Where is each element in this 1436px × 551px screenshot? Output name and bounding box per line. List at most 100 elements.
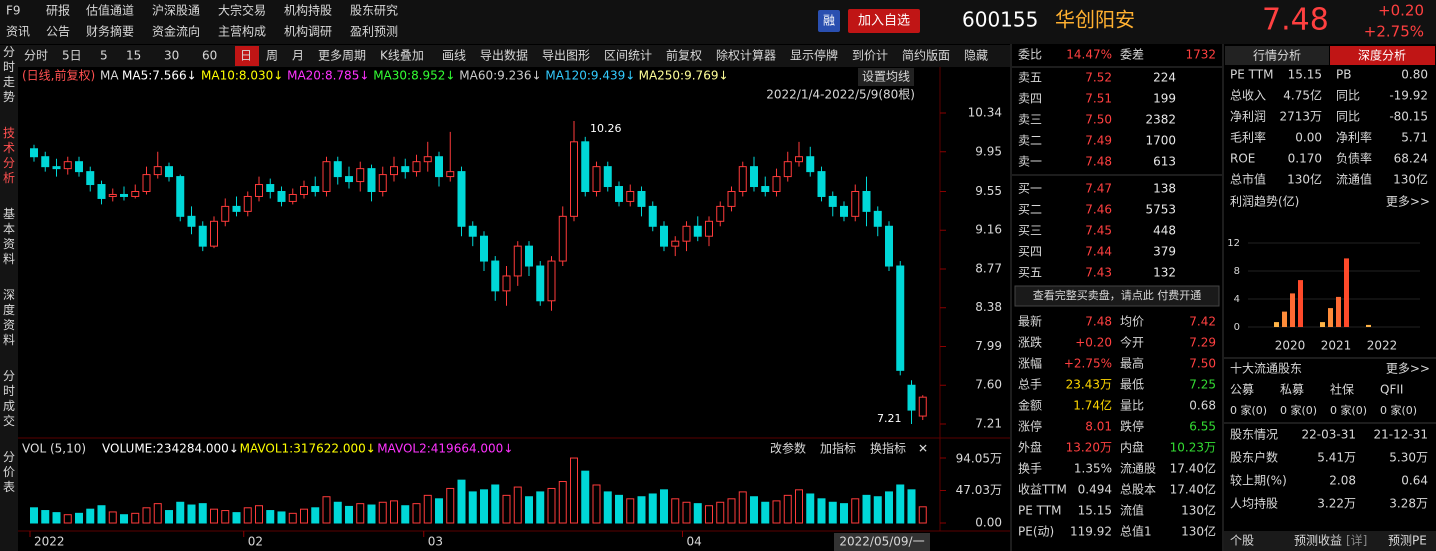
toolbar-item[interactable]: 前复权: [666, 48, 702, 63]
volume-button[interactable]: 加指标: [820, 441, 856, 456]
menu-item[interactable]: 估值通道: [86, 3, 134, 18]
ma-legend: MA10:8.030↓: [201, 69, 283, 83]
volume-bar: [603, 491, 612, 524]
toolbar-item[interactable]: 导出图形: [542, 49, 590, 63]
menu-item[interactable]: 大宗交易: [218, 3, 266, 18]
tab[interactable]: [1225, 46, 1329, 65]
toolbar-item[interactable]: 更多周期: [318, 49, 366, 63]
candle-body: [660, 225, 668, 247]
toolbar-item[interactable]: 5: [100, 49, 108, 63]
quote-label: 今开: [1120, 335, 1144, 350]
toolbar-item[interactable]: 30: [164, 49, 179, 63]
menu-item[interactable]: F9: [6, 4, 21, 18]
candle-body: [862, 190, 871, 212]
side-tab[interactable]: 分价表: [3, 450, 15, 494]
toolbar-item[interactable]: 5日: [62, 49, 82, 63]
side-tab[interactable]: 深度资料: [3, 288, 15, 347]
candle-body: [108, 193, 117, 197]
volume-button[interactable]: 换指标: [870, 441, 906, 456]
tab-label[interactable]: 行情分析: [1253, 49, 1301, 63]
fund-value: 0.80: [1401, 68, 1428, 82]
y-tick-label: 7.21: [975, 417, 1002, 431]
menu-item[interactable]: 股东研究: [350, 3, 398, 18]
add-watchlist-text[interactable]: 加入自选: [858, 14, 910, 29]
stock-price: 7.48: [1262, 3, 1329, 38]
side-tab[interactable]: 技术分析: [3, 126, 15, 185]
close-button[interactable]: ✕: [918, 442, 928, 456]
buy-price: 7.43: [1085, 266, 1112, 280]
volume-bar: [97, 505, 106, 524]
menu-item[interactable]: 机构调研: [284, 24, 332, 39]
stock-change-pct: +2.75%: [1364, 23, 1424, 41]
candle-body: [783, 161, 792, 178]
toolbar-item[interactable]: 画线: [442, 49, 466, 63]
menu-item[interactable]: 资金流向: [152, 24, 200, 39]
toolbar-item[interactable]: 导出数据: [480, 48, 528, 63]
side-tab[interactable]: 分时走势: [3, 45, 15, 104]
toolbar-item[interactable]: 15: [126, 49, 141, 63]
toolbar-item[interactable]: 简约版面: [902, 48, 950, 63]
stat-value: 3.22万: [1317, 497, 1356, 511]
volume-legend: VOLUME:234284.000↓: [102, 442, 239, 456]
volume-bar: [828, 501, 837, 524]
menu-item[interactable]: 研报: [46, 3, 70, 18]
more-link[interactable]: 更多>>: [1386, 195, 1430, 209]
volume-bar: [142, 507, 151, 524]
quote-label: 流值: [1120, 503, 1144, 518]
more-link[interactable]: 更多>>: [1386, 362, 1430, 376]
tab-label[interactable]: 深度分析: [1358, 48, 1406, 63]
menu-item[interactable]: 盈利预测: [350, 25, 398, 39]
settings-button-text[interactable]: 设置均线: [862, 70, 910, 84]
profit-tick: 4: [1234, 294, 1240, 305]
menu-item[interactable]: 主营构成: [218, 24, 266, 39]
toolbar-item[interactable]: 除权计算器: [716, 48, 776, 63]
settings-button[interactable]: [858, 68, 914, 86]
volume-bar: [165, 510, 173, 524]
quote-value: 119.92: [1070, 525, 1112, 539]
candle-body: [693, 225, 702, 237]
fund-value: 130亿: [1393, 172, 1428, 187]
menu-item[interactable]: 公告: [46, 25, 70, 39]
menu-item[interactable]: 沪深股通: [152, 4, 200, 18]
sell-label: 卖四: [1018, 92, 1042, 106]
toolbar-item[interactable]: 月: [292, 49, 304, 63]
toolbar-item[interactable]: 隐藏: [964, 49, 988, 63]
price-annotation: 7.21: [877, 412, 902, 425]
menu-item[interactable]: 资讯: [6, 25, 30, 39]
quote-label: 总手: [1018, 378, 1042, 392]
candle-body: [131, 190, 140, 197]
add-watchlist-button[interactable]: [848, 9, 920, 33]
quote-label: 涨跌: [1018, 335, 1042, 350]
side-tab[interactable]: 基本资料: [3, 207, 15, 266]
volume-bar: [255, 505, 263, 524]
volume-button[interactable]: 改参数: [770, 441, 806, 456]
volume-bar: [502, 494, 511, 524]
full-book-button[interactable]: [1014, 285, 1220, 307]
buy-volume: 448: [1153, 224, 1176, 238]
toolbar-item[interactable]: 到价计: [852, 49, 888, 63]
volume-bar: [716, 501, 725, 524]
buy-label: 买三: [1018, 224, 1042, 238]
y-tick-label: 9.55: [975, 184, 1002, 198]
candle-body: [671, 240, 680, 247]
candle-body: [615, 186, 623, 202]
volume-bar: [232, 512, 241, 524]
toolbar-item[interactable]: 显示停牌: [790, 48, 838, 63]
full-book-text[interactable]: 查看完整买卖盘，请点此 付费开通: [1033, 288, 1202, 302]
toolbar-item[interactable]: 日: [240, 49, 252, 63]
fund-label: 负债率: [1336, 151, 1372, 166]
side-tab[interactable]: 分时成交: [3, 369, 15, 428]
toolbar-item[interactable]: 60: [202, 49, 217, 63]
toolbar-item[interactable]: 分时: [24, 49, 48, 63]
toolbar-item[interactable]: 周: [266, 49, 278, 63]
toolbar-item[interactable]: 区间统计: [604, 49, 652, 63]
tab-active[interactable]: [1330, 46, 1435, 65]
quote-value: 15.15: [1078, 504, 1112, 518]
volume-bar: [266, 510, 275, 524]
menu-item[interactable]: 机构持股: [284, 3, 332, 18]
bottom-link[interactable]: [详]: [1346, 533, 1367, 548]
quote-label: PE TTM: [1018, 504, 1061, 518]
menu-item[interactable]: 财务摘要: [86, 24, 134, 39]
volume-bar: [210, 508, 218, 524]
toolbar-item[interactable]: K线叠加: [380, 49, 424, 63]
